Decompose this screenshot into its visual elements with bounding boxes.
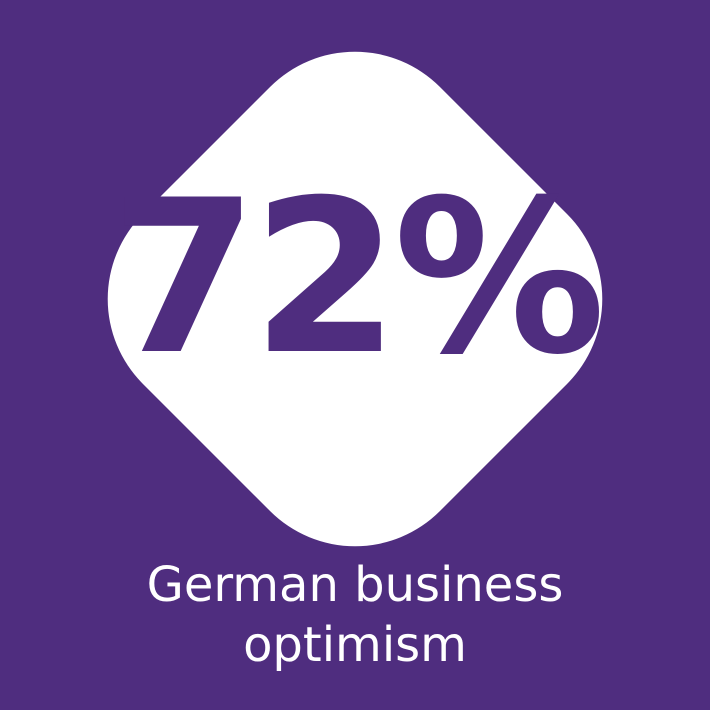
stat-value: 72% [110,154,605,401]
stat-label-line-1: German business [146,557,564,613]
stat-label-line-2: optimism [243,617,467,673]
stat-label: German business optimism [0,555,710,675]
